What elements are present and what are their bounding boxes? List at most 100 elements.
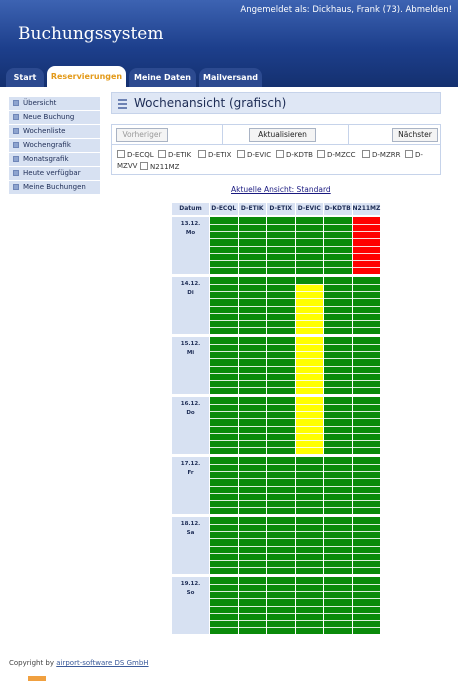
slot-cell[interactable] [238, 397, 266, 454]
slot-cell[interactable] [295, 397, 323, 454]
aircraft-checkbox-d-ecql[interactable]: D-ECQL [117, 150, 154, 159]
slot-cell[interactable] [238, 577, 266, 634]
slot-cell[interactable] [352, 337, 380, 394]
slot-cell[interactable] [267, 337, 295, 394]
aircraft-checkbox-d-kdtb[interactable]: D-KDTB [276, 150, 313, 159]
slot-cell[interactable] [352, 277, 380, 334]
slot-cell[interactable] [295, 277, 323, 334]
slot-cell[interactable] [210, 577, 238, 634]
sidebar-item-uebersicht[interactable]: Übersicht [9, 97, 100, 110]
slot-cell[interactable] [324, 397, 352, 454]
slot-cell[interactable] [238, 217, 266, 274]
app-title: Buchungssystem [18, 24, 164, 44]
slot-cell[interactable] [295, 457, 323, 514]
hour-line [295, 260, 323, 261]
slot-cell[interactable] [210, 397, 238, 454]
aircraft-checkbox-d-mzcc[interactable]: D-MZCC [317, 150, 356, 159]
slot-cell[interactable] [352, 457, 380, 514]
slot-cell[interactable] [238, 337, 266, 394]
slot-cell[interactable] [295, 577, 323, 634]
booking-block-reserved[interactable] [295, 283, 323, 334]
aircraft-checkbox-n211mz[interactable]: N211MZ [140, 162, 179, 171]
aircraft-checkbox-d-mzvv-box[interactable]: D- [405, 150, 423, 159]
hour-line [238, 584, 266, 585]
slot-cell[interactable] [324, 517, 352, 574]
slot-cell[interactable] [267, 517, 295, 574]
hour-line [324, 238, 352, 239]
slot-cell[interactable] [238, 277, 266, 334]
aircraft-checkbox-d-evic[interactable]: D-EVIC [237, 150, 271, 159]
aircraft-checkbox-d-etix[interactable]: D-ETIX [198, 150, 231, 159]
slot-cell[interactable] [210, 217, 238, 274]
day-weekday: Mo [185, 230, 196, 236]
slot-cell[interactable] [352, 397, 380, 454]
slot-cell[interactable] [295, 217, 323, 274]
sidebar-item-wochengrafik[interactable]: Wochengrafik [9, 139, 100, 152]
slot-cell[interactable] [352, 517, 380, 574]
hour-line [267, 613, 295, 614]
slot-cell[interactable] [295, 337, 323, 394]
checkbox-label: D-MZCC [327, 151, 356, 159]
hour-line [352, 231, 380, 232]
previous-week-button[interactable]: Vorheriger [116, 128, 168, 142]
hour-line [238, 231, 266, 232]
company-link[interactable]: airport-software DS GmbH [56, 659, 149, 667]
hour-line [352, 380, 380, 381]
slot-cell[interactable] [210, 277, 238, 334]
hour-line [295, 313, 323, 314]
next-week-button[interactable]: Nächster [392, 128, 438, 142]
hour-line [210, 404, 238, 405]
booking-block-booked[interactable] [352, 217, 380, 274]
sidebar-item-heute-verfuegbar[interactable]: Heute verfügbar [9, 167, 100, 180]
slot-cell[interactable] [238, 517, 266, 574]
tab-meine-daten[interactable]: Meine Daten [129, 68, 196, 87]
sidebar-item-neue-buchung[interactable]: Neue Buchung [9, 111, 100, 124]
current-view-link[interactable]: Aktuelle Ansicht: Standard [231, 185, 331, 194]
booking-block-reserved[interactable] [295, 397, 323, 454]
slot-cell[interactable] [267, 577, 295, 634]
slot-cell[interactable] [352, 217, 380, 274]
slot-cell[interactable] [210, 457, 238, 514]
slot-cell[interactable] [267, 217, 295, 274]
slot-cell[interactable] [324, 217, 352, 274]
hour-line [295, 598, 323, 599]
sidebar-item-wochenliste[interactable]: Wochenliste [9, 125, 100, 138]
hour-line [210, 433, 238, 434]
logout-link[interactable]: Abmelden! [405, 5, 452, 15]
slot-cell[interactable] [324, 457, 352, 514]
slot-cell[interactable] [210, 517, 238, 574]
slot-cell[interactable] [238, 457, 266, 514]
slot-cell[interactable] [352, 577, 380, 634]
tab-mailversand[interactable]: Mailversand [199, 68, 262, 87]
hour-line [267, 553, 295, 554]
slot-cell[interactable] [324, 337, 352, 394]
hour-line [238, 598, 266, 599]
slot-cell[interactable] [324, 277, 352, 334]
slot-cell[interactable] [324, 577, 352, 634]
hour-line [324, 447, 352, 448]
slot-cell[interactable] [295, 517, 323, 574]
slot-cell[interactable] [267, 457, 295, 514]
sidebar-item-label: Heute verfügbar [23, 169, 81, 177]
tab-start[interactable]: Start [6, 68, 44, 87]
hour-line [352, 613, 380, 614]
slot-cell[interactable] [267, 277, 295, 334]
aircraft-checkbox-d-mzrr[interactable]: D-MZRR [362, 150, 400, 159]
hour-line [238, 538, 266, 539]
hour-line [238, 246, 266, 247]
tab-reservierungen[interactable]: Reservierungen [47, 66, 126, 87]
aircraft-checkbox-d-etik[interactable]: D-ETIK [158, 150, 191, 159]
slot-cell[interactable] [267, 397, 295, 454]
hour-line [324, 291, 352, 292]
hour-line [352, 553, 380, 554]
hour-line [238, 591, 266, 592]
sidebar-item-monatsgrafik[interactable]: Monatsgrafik [9, 153, 100, 166]
booking-block-reserved[interactable] [295, 337, 323, 394]
slot-cell[interactable] [210, 337, 238, 394]
hour-line [295, 493, 323, 494]
hour-line [267, 471, 295, 472]
hour-line [238, 380, 266, 381]
sidebar-item-meine-buchungen[interactable]: Meine Buchungen [9, 181, 100, 194]
refresh-button[interactable]: Aktualisieren [249, 128, 316, 142]
hour-line [210, 366, 238, 367]
